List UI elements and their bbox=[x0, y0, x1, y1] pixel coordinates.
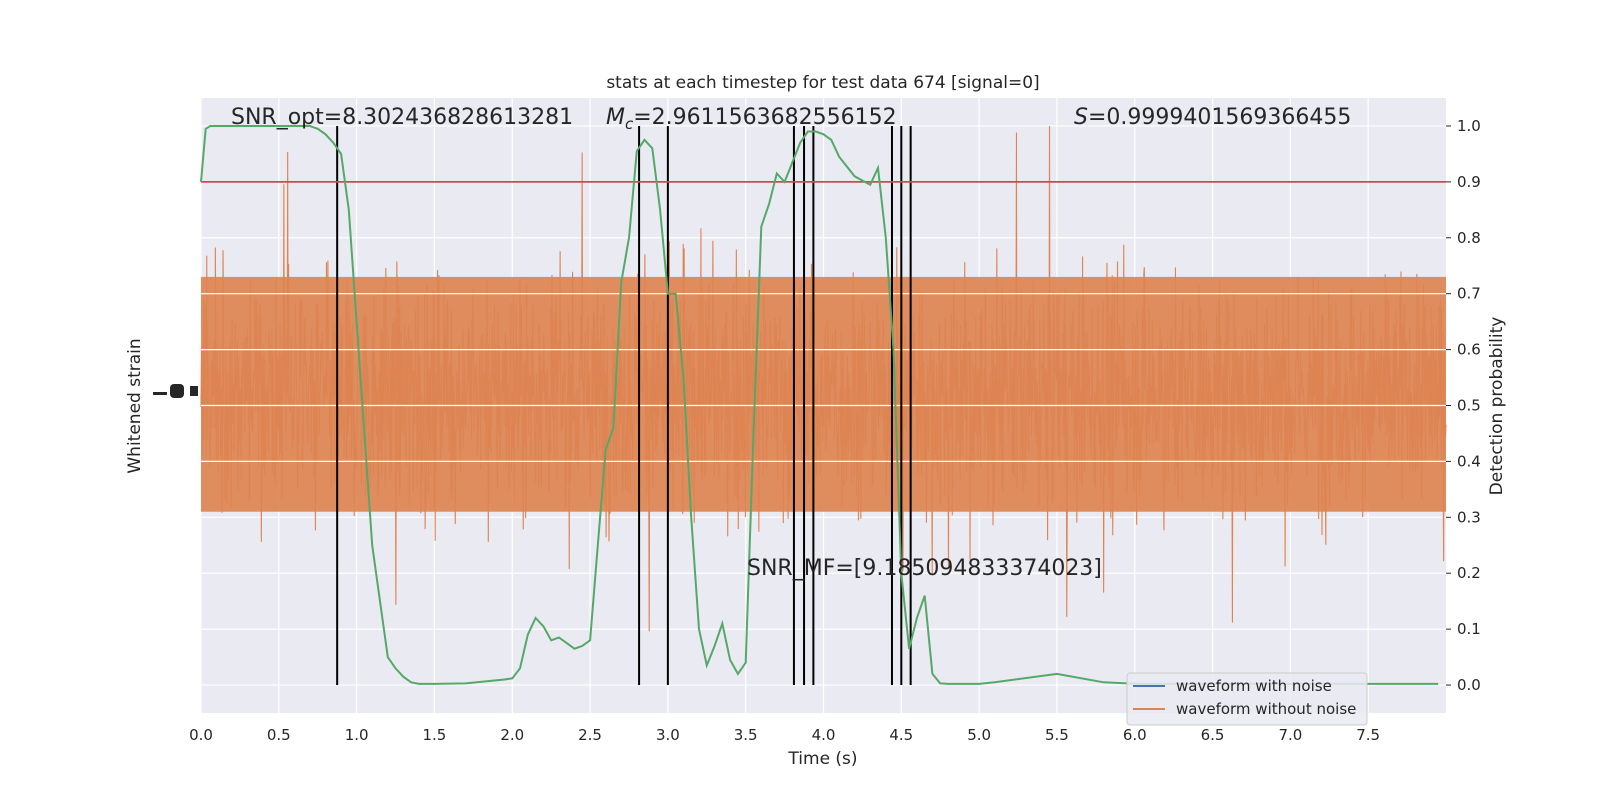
x-axis-ticks: 0.0 0.5 1.0 1.5 2.0 2.5 3.0 3.5 4.0 4.5 5.0 5.5 6.0 6… bbox=[189, 726, 1380, 744]
detection-probability-layer bbox=[200, 125, 1439, 685]
mc-subscript: c bbox=[625, 115, 634, 133]
mc-annotation: Mc=2.9611563682556152 bbox=[606, 105, 897, 133]
x-tick-label: 7.5 bbox=[1356, 726, 1380, 744]
x-tick-label: 5.5 bbox=[1045, 726, 1069, 744]
y-tick-label: 0.4 bbox=[1457, 452, 1481, 470]
x-tick-label: 2.0 bbox=[500, 726, 524, 744]
y-tick-label: 0.6 bbox=[1457, 341, 1481, 359]
mc-value: =2.9611563682556152 bbox=[633, 105, 896, 130]
left-tick-glyph bbox=[153, 392, 167, 395]
legend: waveform with noise waveform without noi… bbox=[1126, 672, 1368, 726]
x-tick-label: 3.0 bbox=[656, 726, 680, 744]
x-axis-label: Time (s) bbox=[787, 749, 857, 769]
legend-entry-with-noise: waveform with noise bbox=[1176, 677, 1332, 695]
y-right-axis-ticks: 0.0 0.1 0.2 0.3 0.4 0.5 0.6 0.7 0.8 0.9 1.0 bbox=[1446, 117, 1481, 694]
detection-probability-line bbox=[200, 125, 1439, 685]
y-left-axis-label: Whitened strain bbox=[125, 338, 145, 473]
x-tick-label: 3.5 bbox=[734, 726, 758, 744]
vertical-lines bbox=[336, 125, 912, 686]
mc-symbol: M bbox=[606, 105, 625, 130]
x-tick-label: 7.0 bbox=[1278, 726, 1302, 744]
y-tick-label: 1.0 bbox=[1457, 117, 1481, 135]
left-tick-glyph bbox=[190, 386, 198, 396]
x-tick-label: 2.5 bbox=[578, 726, 602, 744]
y-right-axis-label: Detection probability bbox=[1487, 317, 1507, 496]
x-tick-label: 4.0 bbox=[812, 726, 836, 744]
x-tick-label: 0.0 bbox=[189, 726, 213, 744]
y-tick-label: 0.1 bbox=[1457, 620, 1481, 638]
x-tick-label: 1.0 bbox=[345, 726, 369, 744]
y-tick-label: 0.8 bbox=[1457, 229, 1481, 247]
chart-title: stats at each timestep for test data 674… bbox=[606, 73, 1039, 93]
y-tick-label: 0.7 bbox=[1457, 285, 1481, 303]
waveform-without-noise-series bbox=[200, 125, 1447, 632]
legend-box bbox=[1126, 672, 1368, 726]
s-symbol: S bbox=[1074, 105, 1088, 130]
y-tick-label: 0.0 bbox=[1457, 676, 1481, 694]
noise-waveform-core bbox=[201, 276, 1446, 512]
x-tick-label: 0.5 bbox=[267, 726, 291, 744]
x-tick-label: 1.5 bbox=[423, 726, 447, 744]
x-tick-label: 4.5 bbox=[889, 726, 913, 744]
snr-opt-annotation: SNR_opt=8.302436828613281 bbox=[231, 105, 573, 130]
x-tick-label: 5.0 bbox=[967, 726, 991, 744]
y-tick-label: 0.2 bbox=[1457, 564, 1481, 582]
left-axis-overlapping-ticks bbox=[153, 384, 198, 398]
legend-entry-without-noise: waveform without noise bbox=[1176, 700, 1356, 718]
x-tick-label: 6.0 bbox=[1123, 726, 1147, 744]
s-annotation: S=0.9999401569366455 bbox=[1074, 105, 1351, 130]
y-tick-label: 0.5 bbox=[1457, 397, 1481, 415]
y-tick-label: 0.9 bbox=[1457, 173, 1481, 191]
s-value: =0.9999401569366455 bbox=[1088, 105, 1351, 130]
x-tick-label: 6.5 bbox=[1201, 726, 1225, 744]
y-tick-label: 0.3 bbox=[1457, 508, 1481, 526]
snr-mf-annotation: SNR_MF=[9.185094833374023] bbox=[747, 556, 1102, 581]
left-tick-glyph bbox=[170, 384, 184, 398]
